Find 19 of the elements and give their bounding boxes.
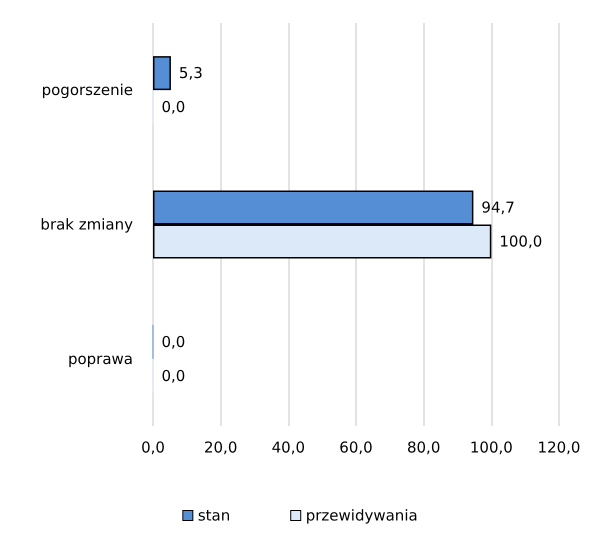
data-label: 100,0 <box>499 232 542 250</box>
x-tick-label: 20,0 <box>204 438 238 456</box>
x-tick-label: 100,0 <box>470 438 513 456</box>
y-tick-label: pogorszenie <box>42 81 133 100</box>
legend-label: przewidywania <box>306 506 418 524</box>
x-tick-label: 80,0 <box>406 438 440 456</box>
x-tick-label: 60,0 <box>339 438 373 456</box>
x-tick-label: 40,0 <box>272 438 306 456</box>
y-tick-label: poprawa <box>68 350 133 368</box>
data-label: 0,0 <box>162 366 186 385</box>
x-tick-label: 120,0 <box>538 438 580 456</box>
bar <box>153 56 171 90</box>
x-tick-label: 0,0 <box>141 438 165 456</box>
data-label: 94,7 <box>481 198 515 216</box>
legend-label: stan <box>198 506 230 524</box>
data-label: 5,3 <box>178 64 203 82</box>
data-label: 0,0 <box>162 98 186 116</box>
y-tick-label: brak zmiany <box>40 216 134 234</box>
data-label: 0,0 <box>162 332 186 351</box>
